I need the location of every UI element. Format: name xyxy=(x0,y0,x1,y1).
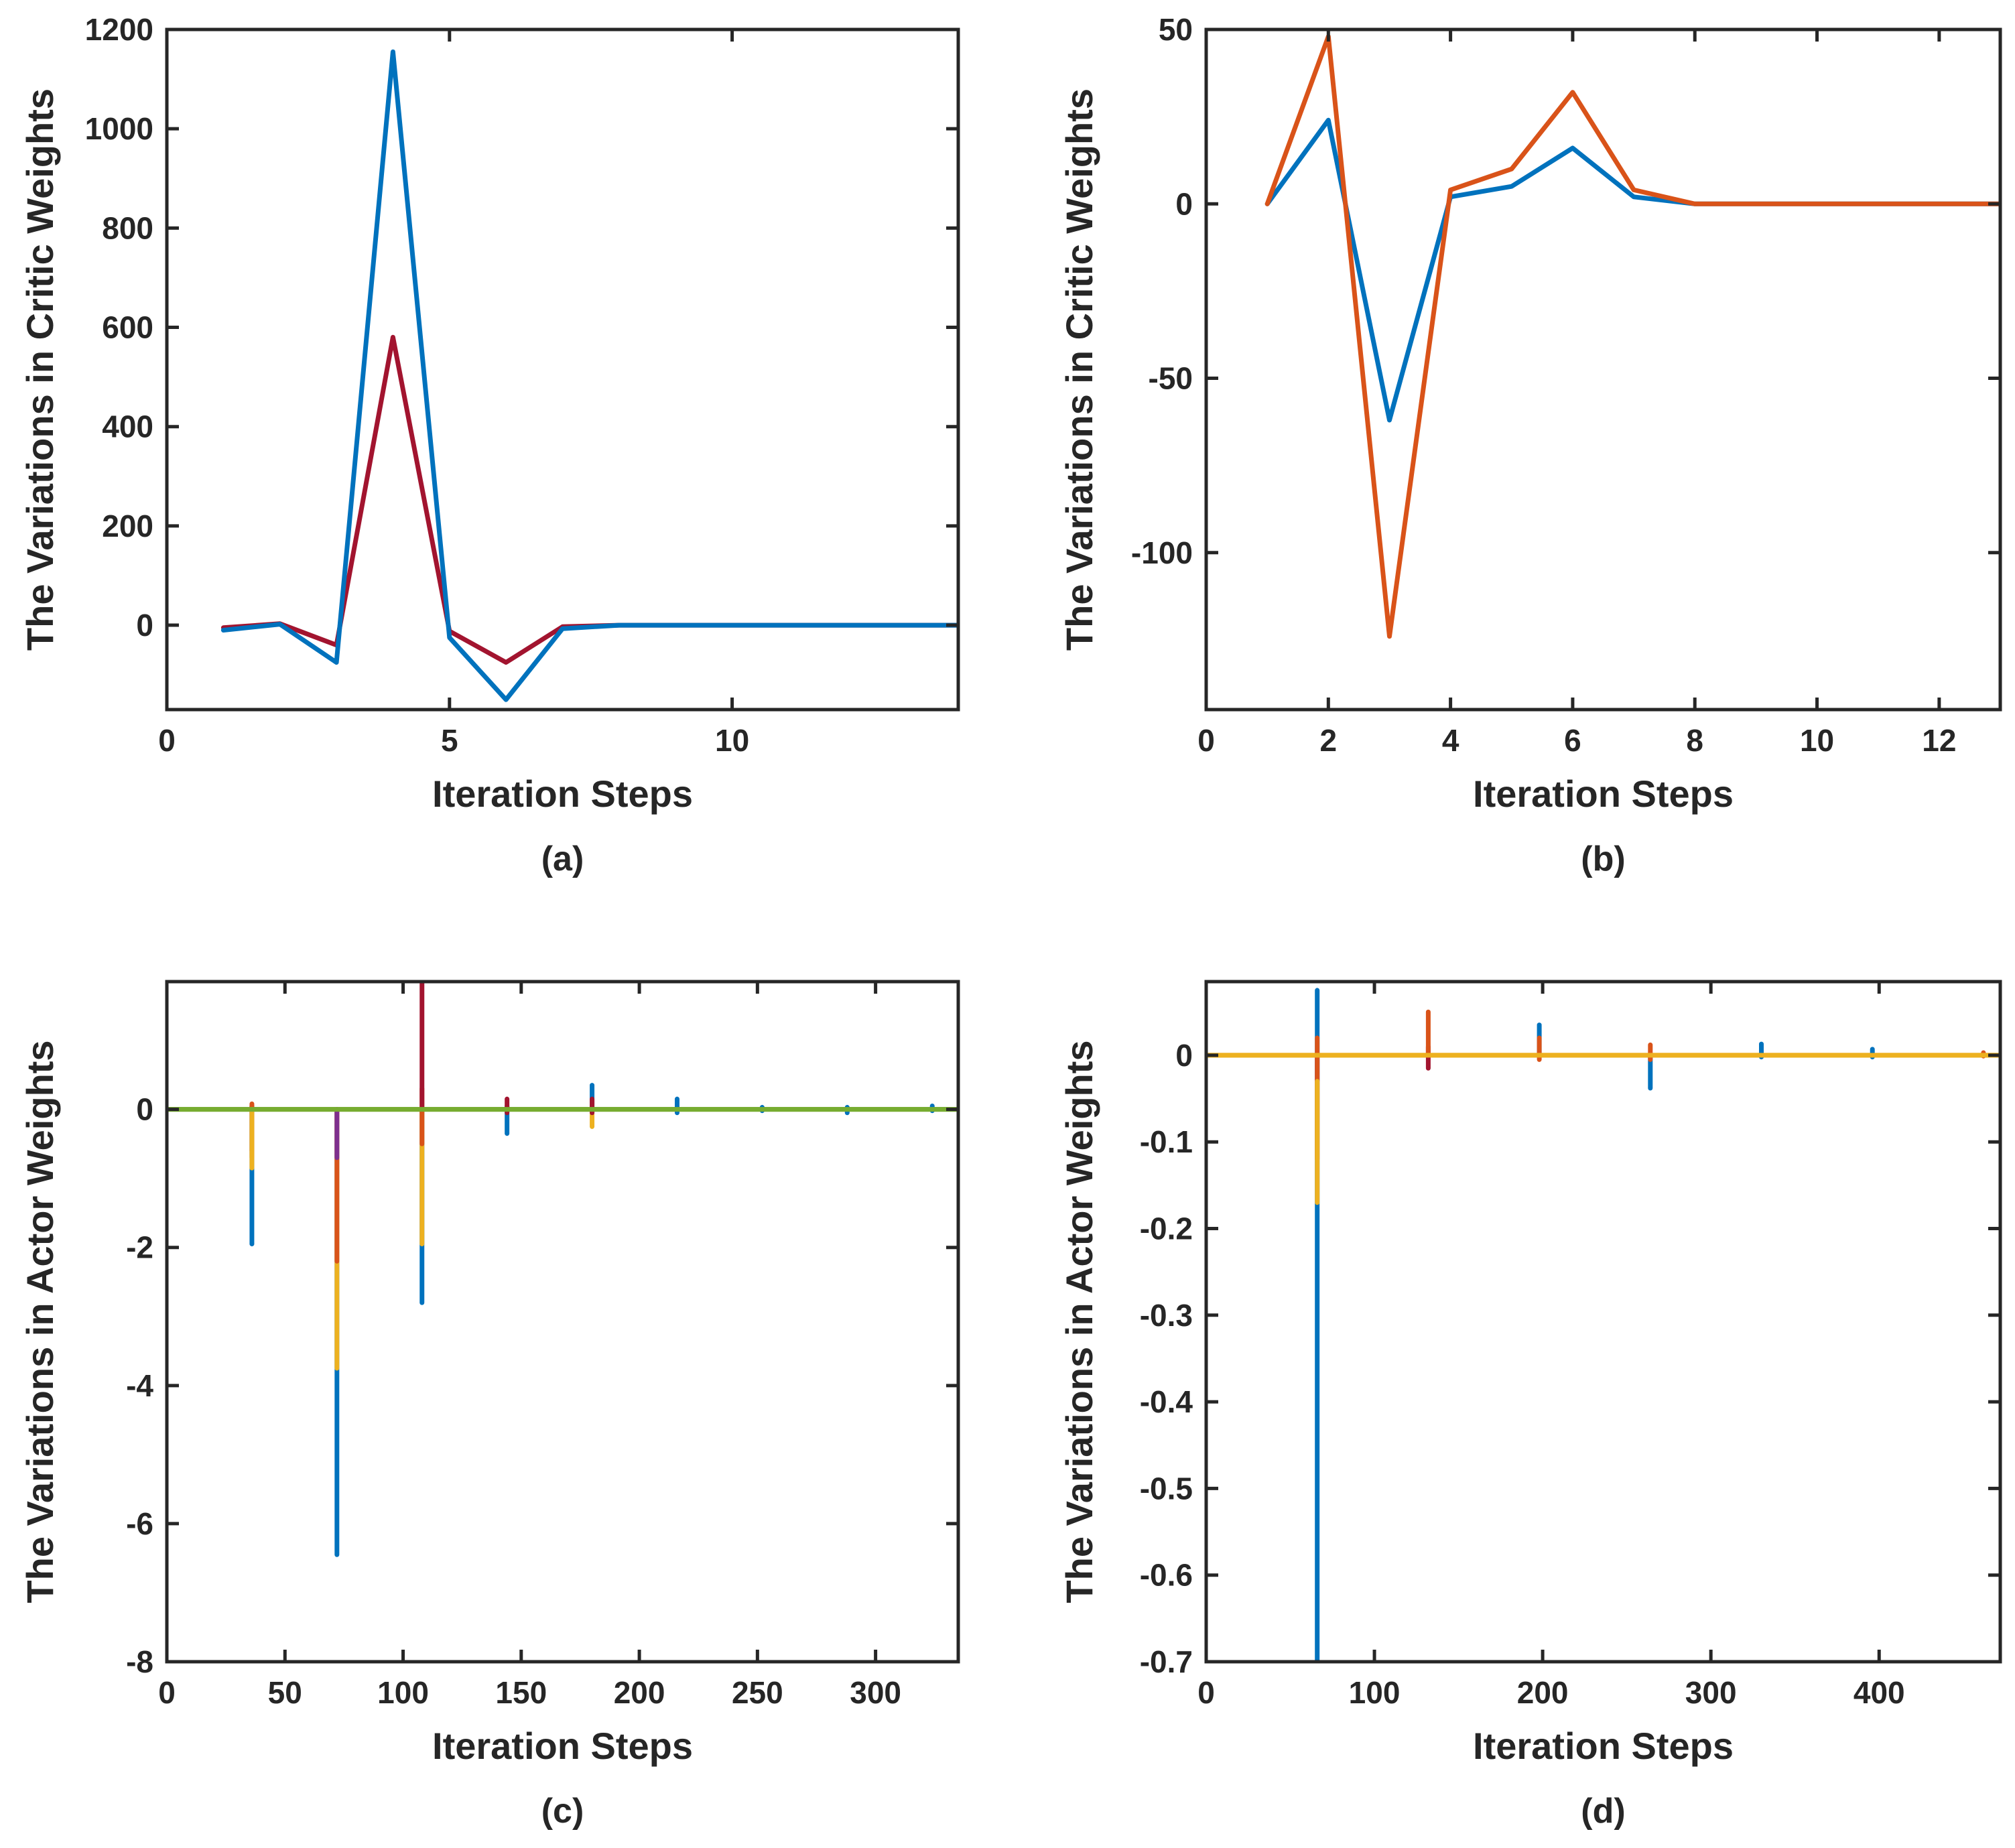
y-tick-label: 50 xyxy=(1159,12,1193,47)
y-tick-label: -0.7 xyxy=(1140,1644,1193,1679)
y-tick-label: -0.4 xyxy=(1140,1384,1193,1419)
panel-label: (b) xyxy=(1581,840,1625,878)
axes-box xyxy=(1204,980,2002,1664)
x-axis-label: Iteration Steps xyxy=(1473,1725,1734,1767)
y-tick-label: -0.5 xyxy=(1140,1471,1193,1506)
y-tick-label: -2 xyxy=(126,1230,153,1265)
x-tick-label: 0 xyxy=(158,723,176,758)
y-tick-label: 0 xyxy=(1175,186,1193,221)
x-tick-label: 300 xyxy=(850,1675,901,1710)
x-tick-label: 150 xyxy=(495,1675,547,1710)
x-tick-label: 100 xyxy=(1349,1675,1401,1710)
y-tick-label: -8 xyxy=(126,1644,153,1679)
panel-a: 0 5 10 0 200 400 600 800 1000 1200 Iteration Steps… xyxy=(19,12,960,878)
y-tick-label: 200 xyxy=(102,509,153,543)
y-tick-label: -50 xyxy=(1149,361,1193,396)
x-tick-label: 10 xyxy=(1800,723,1834,758)
x-tick-label: 100 xyxy=(377,1675,429,1710)
y-axis-label: The Variations in Critic Weights xyxy=(1058,88,1100,651)
x-tick-label: 50 xyxy=(268,1675,302,1710)
axes-box xyxy=(165,980,960,1664)
plot-area xyxy=(1206,988,2000,1662)
series-line-w2 xyxy=(1264,34,2000,639)
x-tick-label: 0 xyxy=(1197,1675,1215,1710)
panel-label: (c) xyxy=(541,1792,584,1831)
x-tick-label: 400 xyxy=(1854,1675,1905,1710)
x-tick-label: 0 xyxy=(1197,723,1215,758)
x-tick-label: 10 xyxy=(715,723,749,758)
y-tick-label: -4 xyxy=(126,1368,153,1403)
x-tick-label: 250 xyxy=(732,1675,783,1710)
x-tick-label: 2 xyxy=(1320,723,1338,758)
plot-area xyxy=(1264,34,2000,639)
series-line-w2 xyxy=(220,49,958,702)
axes-box xyxy=(165,27,960,712)
panel-label: (d) xyxy=(1581,1792,1625,1831)
x-tick-label: 5 xyxy=(441,723,458,758)
y-tick-label: -0.6 xyxy=(1140,1558,1193,1593)
x-tick-label: 8 xyxy=(1686,723,1703,758)
panel-c: 0 50 100 150 200 250 300 -8 -6 -4 -2 0 Iteration Ste… xyxy=(19,980,960,1831)
x-axis-label: Iteration Steps xyxy=(1473,773,1734,815)
y-tick-label: -0.3 xyxy=(1140,1298,1193,1333)
y-tick-label: -0.1 xyxy=(1140,1124,1193,1159)
y-tick-label: 600 xyxy=(102,310,153,345)
series-line-w1 xyxy=(1264,117,2000,423)
series-line-w1 xyxy=(220,334,958,665)
y-axis-label: The Variations in Critic Weights xyxy=(19,88,61,651)
x-axis-label: Iteration Steps xyxy=(432,1725,693,1767)
y-tick-label: 0 xyxy=(1175,1038,1193,1073)
x-tick-label: 300 xyxy=(1685,1675,1737,1710)
y-tick-label: -6 xyxy=(126,1506,153,1541)
panel-b: 0 2 4 6 8 10 12 -100 -50 0 50 Iteration Steps (b) The… xyxy=(1058,12,2002,878)
panel-label: (a) xyxy=(541,840,584,878)
panel-d: 0 100 200 300 400 -0.7 -0.6 -0.5 -0.4 -0.3 -0.2 -0.… xyxy=(1058,980,2002,1831)
x-tick-label: 0 xyxy=(158,1675,176,1710)
plot-area xyxy=(220,49,958,702)
y-tick-label: -100 xyxy=(1131,535,1193,570)
plot-area xyxy=(167,982,958,1557)
x-tick-label: 4 xyxy=(1442,723,1459,758)
x-axis-label: Iteration Steps xyxy=(432,773,693,815)
x-tick-label: 12 xyxy=(1922,723,1956,758)
x-tick-label: 200 xyxy=(1517,1675,1569,1710)
y-tick-label: -0.2 xyxy=(1140,1211,1193,1246)
y-tick-label: 0 xyxy=(136,608,153,643)
y-tick-label: 0 xyxy=(136,1092,153,1127)
y-tick-label: 400 xyxy=(102,409,153,444)
axes-box xyxy=(1204,27,2002,712)
y-axis-label: The Variations in Actor Weights xyxy=(19,1040,61,1603)
y-axis-label: The Variations in Actor Weights xyxy=(1058,1040,1100,1603)
x-tick-label: 6 xyxy=(1564,723,1581,758)
y-tick-label: 1200 xyxy=(85,12,153,47)
x-tick-label: 200 xyxy=(614,1675,665,1710)
y-tick-label: 800 xyxy=(102,210,153,245)
y-tick-label: 1000 xyxy=(85,111,153,146)
